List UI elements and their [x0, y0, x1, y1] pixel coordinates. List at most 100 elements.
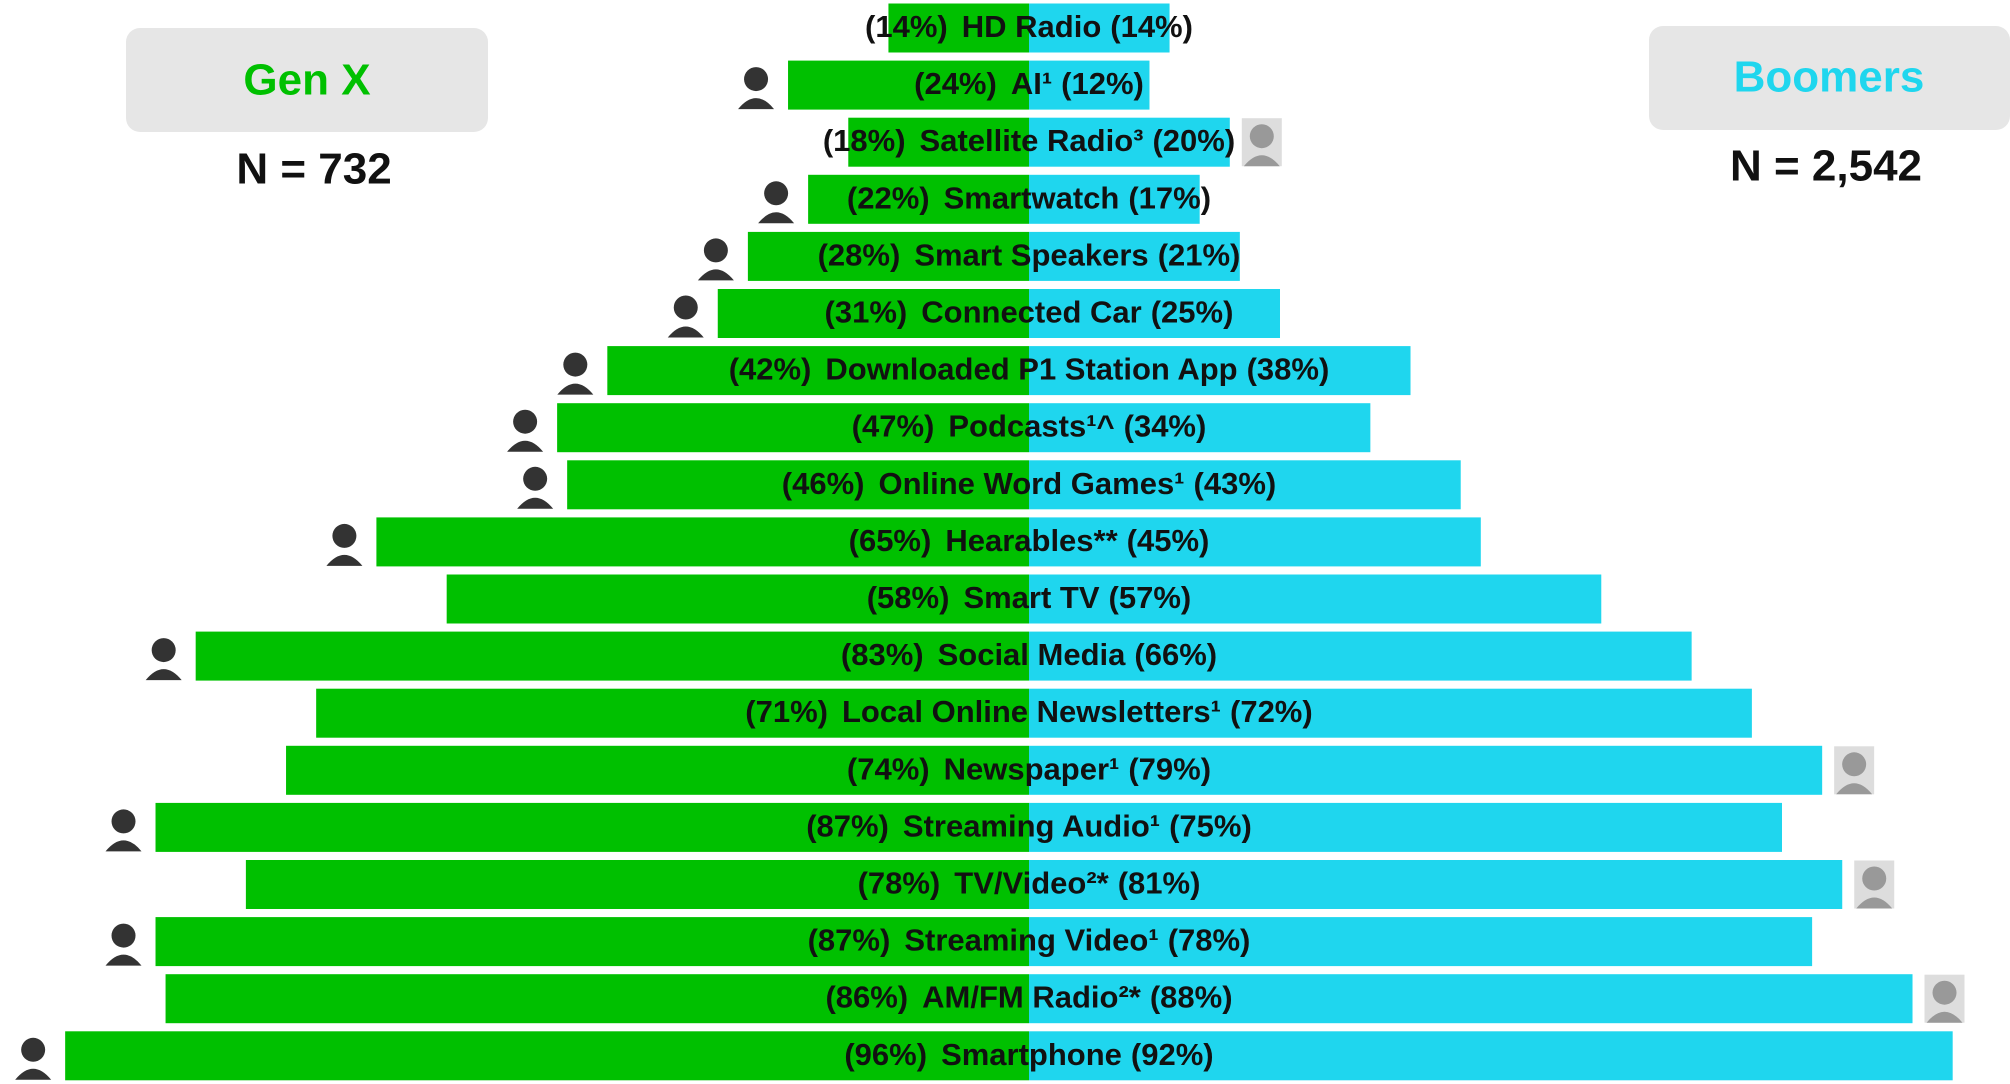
value-label: (75%) — [1169, 809, 1252, 844]
row-label: (42%) Downloaded P1 Station App (38%) — [729, 352, 1330, 387]
row-label: (74%) Newspaper¹ (79%) — [847, 751, 1211, 786]
avatar-body — [326, 554, 363, 566]
avatar-head — [1862, 866, 1887, 891]
bar — [446, 574, 1029, 624]
bar — [1029, 802, 1782, 852]
bar — [316, 688, 1029, 738]
value-label: (24%) — [914, 66, 997, 101]
value-label: (46%) — [782, 466, 865, 501]
bar — [1029, 117, 1230, 167]
row-label: (86%) AM/FM Radio²* (88%) — [825, 980, 1232, 1015]
value-label: (43%) — [1194, 466, 1277, 501]
row-label: (31%) Connected Car (25%) — [825, 295, 1234, 330]
bar — [1029, 174, 1200, 224]
bar — [1029, 60, 1150, 110]
value-label: (87%) — [806, 809, 889, 844]
avatar — [1241, 118, 1282, 167]
avatar-body — [145, 669, 182, 681]
avatar-head — [1249, 124, 1274, 149]
bar — [1029, 974, 1913, 1024]
value-label: (17%) — [1128, 180, 1211, 215]
bar — [788, 60, 1029, 110]
avatar-body — [105, 840, 142, 852]
value-label: (34%) — [1124, 409, 1207, 444]
row-label: (71%) Local Online Newsletters¹ (72%) — [745, 694, 1312, 729]
avatar — [515, 460, 556, 509]
bar — [717, 289, 1029, 338]
bar — [1029, 631, 1692, 681]
row-label: (14%) HD Radio (14%) — [865, 9, 1193, 44]
avatar — [103, 917, 144, 966]
row-label: (28%) Smart Speakers (21%) — [818, 238, 1241, 273]
avatar — [324, 517, 365, 566]
avatar — [1924, 974, 1965, 1023]
value-label: (88%) — [1150, 980, 1233, 1015]
bar — [165, 974, 1029, 1024]
bar — [155, 802, 1029, 852]
value-label: (96%) — [844, 1037, 927, 1072]
avatar-head — [563, 352, 588, 377]
avatar-body — [738, 98, 775, 110]
row-label: (87%) Streaming Video¹ (78%) — [808, 923, 1251, 958]
value-label: (25%) — [1151, 295, 1234, 330]
bar — [195, 631, 1029, 681]
avatar-body — [507, 440, 544, 452]
bar — [245, 860, 1029, 909]
category-label: AI¹ — [1011, 66, 1052, 101]
category-label: Local Online Newsletters¹ — [842, 694, 1221, 729]
legend-label: Boomers — [1734, 53, 1925, 102]
bar — [1029, 403, 1371, 453]
row-label: (87%) Streaming Audio¹ (75%) — [806, 809, 1252, 844]
category-label: Social Media — [938, 637, 1127, 672]
row-label: (18%) Satellite Radio³ (20%) — [823, 123, 1235, 158]
value-label: (31%) — [825, 295, 908, 330]
bar — [1029, 745, 1823, 795]
value-label: (57%) — [1109, 580, 1192, 615]
category-label: Smartwatch — [944, 180, 1120, 215]
bar — [65, 1031, 1029, 1081]
bar — [808, 174, 1029, 224]
row-label: (47%) Podcasts¹^ (34%) — [852, 409, 1207, 444]
category-label: Downloaded P1 Station App — [825, 352, 1237, 387]
avatar-head — [111, 923, 136, 948]
value-label: (79%) — [1128, 751, 1211, 786]
avatar-body — [517, 497, 554, 509]
avatar-head — [332, 523, 357, 548]
avatar — [695, 232, 736, 281]
row-label: (83%) Social Media (66%) — [841, 637, 1217, 672]
value-label: (83%) — [841, 637, 924, 672]
row-label: (58%) Smart TV (57%) — [867, 580, 1192, 615]
value-label: (65%) — [849, 523, 932, 558]
bar — [155, 917, 1029, 967]
row-label: (96%) Smartphone (92%) — [844, 1037, 1213, 1072]
row-label: (24%) AI¹ (12%) — [914, 66, 1144, 101]
category-label: HD Radio — [962, 9, 1102, 44]
value-label: (14%) — [1110, 9, 1193, 44]
bar — [1029, 574, 1602, 624]
category-label: TV/Video²* — [954, 866, 1109, 901]
row-label: (22%) Smartwatch (17%) — [847, 180, 1211, 215]
bar — [1029, 1031, 1953, 1081]
bar — [1029, 346, 1411, 396]
avatar — [1854, 860, 1895, 909]
category-label: Streaming Video¹ — [904, 923, 1158, 958]
row-label: (78%) TV/Video²* (81%) — [858, 866, 1201, 901]
bar — [1029, 460, 1461, 510]
value-label: (66%) — [1134, 637, 1217, 672]
avatar-body — [1243, 155, 1280, 167]
bar — [1029, 517, 1481, 567]
avatar-body — [15, 1068, 52, 1080]
bar — [1029, 231, 1240, 281]
category-label: Online Word Games¹ — [878, 466, 1184, 501]
category-label: Streaming Audio¹ — [903, 809, 1160, 844]
bar — [888, 3, 1029, 53]
avatar-body — [105, 954, 142, 966]
value-label: (72%) — [1230, 694, 1313, 729]
category-label: Connected Car — [921, 295, 1141, 330]
value-label: (28%) — [818, 238, 901, 273]
avatar-body — [1926, 1011, 1963, 1023]
avatar-head — [703, 238, 728, 263]
avatar-head — [21, 1037, 46, 1062]
bar — [567, 460, 1029, 510]
bar — [557, 403, 1029, 453]
